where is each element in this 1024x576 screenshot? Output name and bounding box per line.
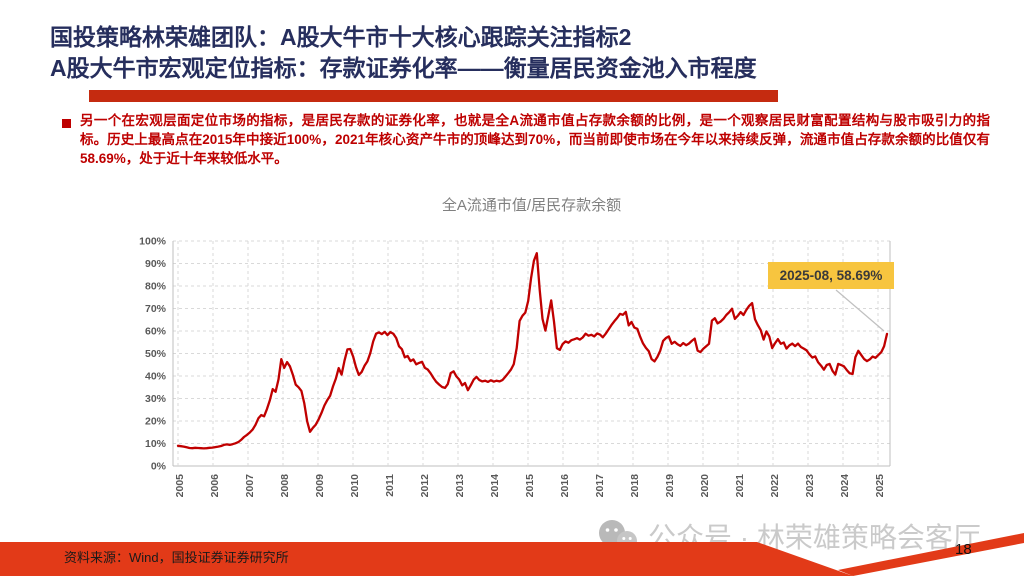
x-tick-label: 2022 [769,474,781,498]
y-tick-label: 90% [145,258,167,270]
slide-title: 国投策略林荣雄团队：A股大牛市十大核心跟踪关注指标2 A股大牛市宏观定位指标：存… [50,22,757,84]
x-tick-label: 2025 [874,474,886,498]
y-tick-label: 20% [145,416,167,428]
x-tick-label: 2010 [349,474,361,498]
callout-leader-line [835,289,885,332]
y-tick-label: 60% [145,326,167,338]
data-label-callout: 2025-08, 58.69% [768,262,894,289]
body-paragraph: 另一个在宏观层面定位市场的指标，是居民存款的证券化率，也就是全A流通市值占存款余… [80,113,990,166]
page-number: 18 [955,541,972,558]
y-tick-label: 10% [145,438,167,450]
x-tick-label: 2006 [209,474,221,498]
x-tick-label: 2013 [454,474,466,498]
y-tick-label: 40% [145,371,167,383]
watermark: 公众号 · 林荣雄策略会客厅 [596,516,981,556]
y-tick-label: 0% [151,461,167,473]
y-tick-label: 100% [139,236,167,248]
x-tick-label: 2011 [384,474,396,497]
y-tick-label: 80% [145,281,167,293]
x-tick-label: 2014 [489,474,501,498]
watermark-text: 公众号 · 林荣雄策略会客厅 [648,522,981,553]
x-tick-label: 2021 [734,474,746,498]
x-tick-label: 2020 [699,474,711,498]
bullet-square-icon [62,119,71,128]
x-tick-label: 2019 [664,474,676,498]
title-line-2: A股大牛市宏观定位指标：存款证券化率——衡量居民资金池入市程度 [50,55,757,81]
y-tick-label: 50% [145,348,167,360]
y-tick-label: 30% [145,393,167,405]
x-tick-label: 2007 [244,474,256,498]
wechat-icon [599,520,637,551]
x-tick-label: 2015 [524,474,536,498]
chart-title: 全A流通市值/居民存款余额 [441,197,622,214]
x-tick-label: 2023 [804,474,816,498]
y-tick-label: 70% [145,303,167,315]
x-tick-label: 2005 [174,474,186,498]
source-note: 资料来源：Wind，国投证券证券研究所 [64,550,289,565]
title-line-1: 国投策略林荣雄团队：A股大牛市十大核心跟踪关注指标2 [50,24,632,50]
title-underline-bar [89,90,778,102]
x-tick-label: 2024 [839,474,851,498]
x-tick-label: 2018 [629,474,641,498]
x-tick-label: 2017 [594,474,606,498]
x-tick-label: 2008 [279,474,291,498]
x-tick-label: 2009 [314,474,326,498]
x-tick-label: 2016 [559,474,571,498]
x-tick-label: 2012 [419,474,431,498]
